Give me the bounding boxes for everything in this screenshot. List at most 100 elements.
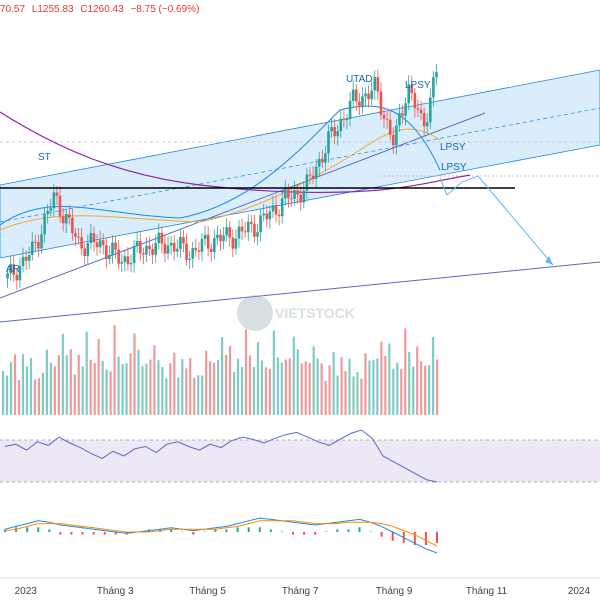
volume-bar: [113, 325, 116, 415]
volume-bar: [332, 352, 335, 415]
volume-bar: [336, 375, 339, 415]
volume-bar: [201, 375, 204, 415]
macd-histogram-bar: [103, 532, 106, 535]
volume-bar: [228, 345, 232, 415]
x-tick-label: Tháng 7: [282, 586, 319, 597]
volume-bar: [380, 341, 383, 415]
candle-body: [126, 256, 130, 265]
candle-body: [401, 113, 404, 116]
macd-panel: [4, 517, 438, 554]
x-tick-label: 2023: [15, 586, 38, 597]
volume-bar: [69, 349, 72, 415]
candle-body: [225, 227, 228, 236]
candle-body: [64, 214, 68, 224]
volume-bar: [244, 329, 248, 415]
macd-histogram-bar: [236, 527, 239, 532]
volume-bar: [364, 353, 367, 415]
volume-bar: [145, 363, 148, 415]
volume-bar: [300, 363, 303, 415]
candle-body: [9, 264, 12, 274]
volume-bar: [61, 333, 64, 415]
trendline-lower: [0, 261, 600, 323]
volume-bar: [372, 359, 375, 415]
candle-body: [15, 274, 19, 281]
candle-body: [6, 273, 9, 279]
channel-midline: [0, 107, 600, 223]
volume-bar: [436, 359, 439, 415]
watermark: VIETSTOCK: [237, 295, 355, 331]
candle-body: [200, 238, 204, 252]
candle-body: [182, 237, 185, 244]
candle-body: [348, 100, 352, 120]
volume-bar: [161, 367, 164, 415]
candle-body: [358, 101, 361, 108]
macd-histogram-bar: [181, 531, 184, 532]
candle-body: [105, 245, 108, 260]
volume-bar: [165, 378, 168, 415]
candle-body: [142, 253, 145, 255]
candle-body: [179, 237, 182, 249]
volume-bar: [5, 375, 9, 415]
candle-body: [61, 216, 65, 224]
candle-body: [188, 258, 191, 260]
candle-body: [404, 103, 407, 116]
projection-path: [439, 175, 554, 266]
candle-body: [86, 243, 90, 257]
candle-body: [231, 237, 235, 249]
candle-body: [305, 174, 309, 191]
volume-bar: [384, 355, 387, 415]
candle-body: [314, 166, 318, 179]
volume-bar: [13, 354, 17, 415]
candle-body: [71, 217, 74, 234]
candle-body: [246, 221, 250, 233]
candle-body: [74, 233, 77, 237]
candle-body: [429, 97, 432, 123]
candle-body: [77, 236, 80, 238]
ma-200-line: [0, 111, 471, 194]
candle-body: [256, 232, 259, 237]
candle-body: [250, 221, 253, 224]
x-tick-label: Tháng 11: [466, 586, 508, 597]
x-axis: 2023 Tháng 3 Tháng 5 Tháng 7 Tháng 9 Tháng 11…: [0, 577, 600, 597]
candle-body: [169, 242, 173, 246]
volume-bar: [125, 363, 128, 415]
candle-body: [197, 250, 201, 252]
candle-body: [135, 241, 139, 246]
candle-body: [80, 237, 83, 249]
candle-body: [367, 93, 370, 100]
volume-bar: [189, 357, 192, 415]
candle-body: [157, 232, 161, 244]
volume-bar: [185, 368, 188, 415]
candle-body: [385, 118, 389, 120]
volume-bar: [240, 367, 244, 415]
candle-body: [333, 127, 336, 137]
volume-bar: [428, 365, 431, 415]
volume-bar: [248, 355, 252, 415]
volume-bar: [268, 368, 271, 415]
candle-body: [234, 238, 238, 249]
candle-body: [416, 108, 420, 110]
x-tick-label: Tháng 5: [189, 586, 226, 597]
candle-body: [129, 263, 133, 265]
projection-arrowhead-icon: [545, 256, 553, 265]
candle-body: [98, 240, 102, 248]
candle-body: [132, 245, 136, 264]
macd-histogram-bar: [192, 532, 195, 535]
candle-body: [330, 127, 333, 132]
candle-body: [432, 77, 435, 98]
candle-body: [302, 190, 306, 203]
volume-bar: [284, 359, 287, 415]
candle-body: [351, 89, 355, 101]
ohlc-header: 70.57 L1255.83 C1260.43 −8.75 (−0.69%): [0, 4, 203, 15]
volume-bar: [137, 349, 140, 415]
candle-body: [336, 131, 340, 137]
candle-body: [101, 240, 105, 246]
candle-body: [373, 77, 377, 91]
volume-bar: [408, 352, 411, 415]
candle-body: [92, 233, 96, 243]
volume-bar: [21, 354, 25, 415]
candle-body: [342, 118, 346, 121]
candle-body: [388, 119, 392, 136]
volume-bar: [272, 330, 275, 415]
